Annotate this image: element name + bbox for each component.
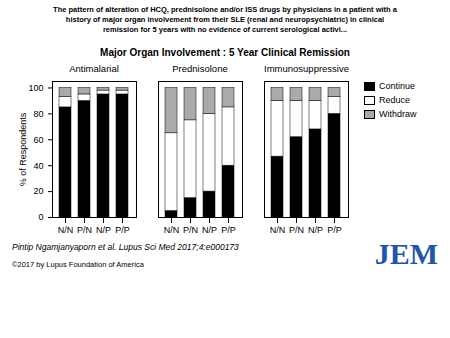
html-text:Immunosuppressive: Immunosuppressive (264, 63, 349, 75)
svg-text:P/P: P/P (115, 225, 130, 235)
html-text:JEM: JEM (374, 237, 438, 271)
html-text:The pattern of alteration of H: The pattern of alteration of HCQ, predni… (53, 5, 397, 35)
svg-text:40: 40 (33, 161, 43, 171)
html-text:Reduce: Reduce (379, 95, 410, 106)
svg-text:P/N: P/N (183, 225, 198, 235)
svg-text:P/P: P/P (327, 225, 342, 235)
svg-text:P/N: P/N (77, 225, 92, 235)
svg-text:N/N: N/N (58, 225, 74, 235)
html-text:Continue: Continue (379, 81, 415, 92)
svg-text:100: 100 (28, 83, 43, 93)
svg-text:80: 80 (33, 109, 43, 119)
svg-text:N/N: N/N (270, 225, 286, 235)
svg-text:60: 60 (33, 135, 43, 145)
html-text:Antimalarial: Antimalarial (69, 63, 119, 75)
svg-text:P/N: P/N (289, 225, 304, 235)
svg-text:20: 20 (33, 187, 43, 197)
svg-text:N/P: N/P (96, 225, 111, 235)
svg-text:N/P: N/P (308, 225, 323, 235)
svg-text:% of Respondents: % of Respondents (18, 113, 28, 187)
html-text:Prednisolone: Prednisolone (172, 63, 228, 75)
svg-text:0: 0 (38, 213, 43, 223)
svg-text:N/P: N/P (202, 225, 217, 235)
html-text:Major Organ Involvement : 5 Ye: Major Organ Involvement : 5 Year Clinica… (100, 47, 350, 59)
svg-text:P/P: P/P (221, 225, 236, 235)
html-text:Pintip Ngamjanyaporn et al. Lu: Pintip Ngamjanyaporn et al. Lupus Sci Me… (12, 242, 239, 253)
html-text:©2017 by Lupus Foundation of A: ©2017 by Lupus Foundation of America (12, 260, 144, 270)
html-text:Withdraw: Withdraw (379, 109, 417, 120)
svg-text:N/N: N/N (164, 225, 180, 235)
